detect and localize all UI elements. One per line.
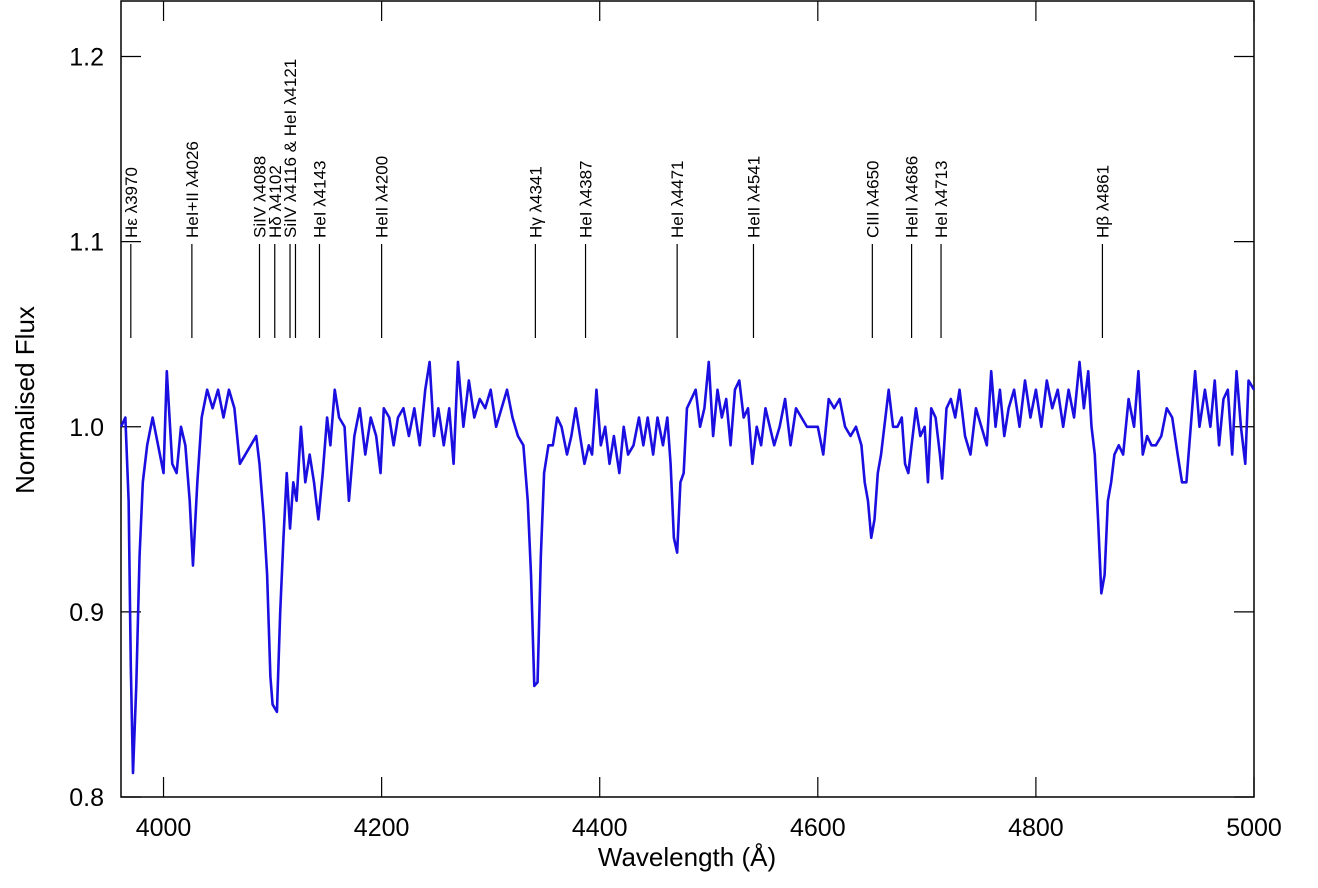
line-label: HeI λ4713 [932, 161, 951, 239]
line-label: Hγ λ4341 [526, 166, 545, 238]
x-axis-label: Wavelength (Å) [598, 842, 776, 872]
x-tick-label: 4600 [790, 814, 846, 842]
line-label: Hβ λ4861 [1093, 165, 1112, 238]
line-label: HeI λ4387 [577, 161, 596, 239]
x-tick-label: 4400 [572, 814, 628, 842]
line-label: SiIV λ4116 & HeI λ4121 [281, 59, 300, 238]
plot-frame [120, 0, 1255, 798]
y-tick-label: 0.8 [69, 784, 104, 812]
line-label: HeII λ4686 [903, 156, 922, 238]
spectrum-line [119, 360, 1256, 775]
x-tick-label: 4200 [354, 814, 410, 842]
line-label: Hε λ3970 [122, 167, 141, 238]
y-tick-label: 0.9 [69, 599, 104, 627]
line-label: HeI λ4143 [310, 161, 329, 239]
x-tick-label: 4000 [136, 814, 192, 842]
y-tick-label: 1.0 [69, 414, 104, 442]
line-label: Hδ λ4102 [266, 165, 285, 238]
y-tick-label: 1.1 [69, 229, 104, 257]
line-label: HeI λ4471 [668, 161, 687, 239]
line-label: HeI+II λ4026 [183, 141, 202, 238]
line-label: HeII λ4200 [373, 156, 392, 238]
y-axis-label: Normalised Flux [10, 306, 40, 494]
y-tick-label: 1.2 [69, 44, 104, 72]
line-label: HeII λ4541 [744, 156, 763, 238]
x-tick-label: 4800 [1008, 814, 1064, 842]
x-tick-label: 5000 [1226, 814, 1282, 842]
line-label: SiIV λ4088 [250, 156, 269, 238]
line-label: CIII λ4650 [863, 161, 882, 239]
